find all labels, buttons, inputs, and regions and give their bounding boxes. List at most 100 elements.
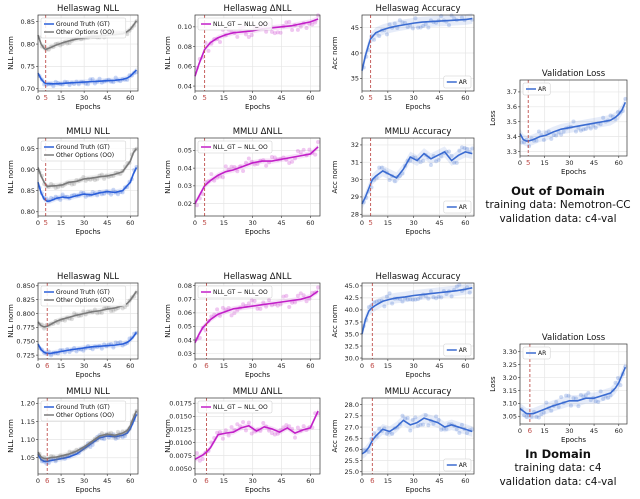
y-tick-label: 35.0	[345, 330, 359, 338]
marker-label: 6	[204, 477, 209, 485]
y-tick-label: 0.0125	[169, 426, 192, 434]
legend-entry: AR	[538, 86, 546, 93]
legend-entry: AR	[459, 462, 467, 469]
y-tick-label: 1.05	[21, 454, 35, 462]
legend-box	[40, 285, 127, 307]
chart-panel: 60 15 30 45 60 1.05 1.10 1.15 1.20 MMLU NLL Epochs…	[7, 387, 139, 494]
marker-label: 6	[370, 362, 375, 370]
marker-label: 6	[370, 477, 375, 485]
y-tick-label: 0.825	[16, 296, 35, 304]
x-axis-label: Epochs	[405, 486, 430, 494]
data-point	[405, 297, 410, 302]
x-axis-label: Epochs	[75, 103, 100, 111]
y-tick-label: 0.02	[178, 200, 192, 208]
chart-panel: 50 15 30 45 60 0.80 0.85 0.90 0.95 MMLU NLL Epochs…	[7, 127, 139, 236]
data-point	[113, 436, 118, 441]
data-point	[264, 29, 269, 34]
data-point	[92, 81, 97, 86]
data-point	[79, 190, 84, 195]
data-point	[287, 19, 292, 24]
data-point	[384, 32, 389, 37]
data-point	[457, 430, 462, 435]
plot-frame	[361, 397, 475, 475]
data-point	[86, 82, 90, 87]
legend-box	[197, 17, 273, 31]
chart-panel: 50 15 30 45 60 28 29 30 31 32 MMLU Accuracy Epochs A…	[331, 127, 475, 236]
data-point	[90, 77, 95, 82]
data-point	[606, 395, 611, 400]
y-tick-label: 0.08	[178, 282, 192, 290]
chart-title: Hellaswag Accuracy	[375, 272, 460, 282]
legend: NLL_GT − NLL_OO	[197, 140, 273, 154]
x-tick-label: 15	[220, 477, 228, 485]
data-point	[284, 293, 289, 298]
data-point	[62, 318, 67, 323]
data-point	[218, 313, 222, 318]
x-tick-label: 15	[220, 362, 228, 370]
legend-box	[443, 343, 472, 357]
data-point	[390, 431, 395, 436]
y-tick-label: 0.03	[178, 350, 192, 358]
data-point	[102, 176, 107, 181]
data-point	[372, 300, 377, 305]
data-point	[387, 177, 392, 182]
data-point	[116, 429, 120, 434]
y-tick-label: 30	[351, 176, 359, 184]
plot-frame	[194, 397, 321, 475]
series-line	[194, 146, 319, 204]
legend: AR	[443, 458, 472, 472]
marker-label: 6	[45, 477, 50, 485]
legend-box	[40, 17, 127, 39]
series-line	[37, 290, 138, 328]
data-point	[290, 300, 295, 305]
data-point	[249, 298, 254, 303]
data-point	[410, 297, 415, 302]
data-point	[69, 182, 74, 187]
x-tick-label: 30	[249, 94, 257, 102]
data-point	[81, 309, 86, 314]
data-point	[444, 291, 449, 296]
y-tick-label: 26.5	[345, 435, 359, 443]
data-point	[229, 425, 234, 430]
data-point	[113, 75, 118, 80]
x-tick-label: 30	[565, 427, 573, 435]
plot-frame	[361, 137, 475, 217]
y-axis-label: NLL norm	[164, 160, 172, 194]
y-tick-label: 0.750	[16, 338, 35, 346]
data-point	[206, 48, 211, 53]
data-point	[278, 30, 283, 35]
data-point	[400, 299, 405, 304]
data-point	[413, 16, 418, 21]
caption-validation-data: validation data: c4-val	[499, 476, 617, 488]
x-tick-label: 15	[57, 477, 65, 485]
data-point	[541, 138, 546, 143]
data-point	[522, 413, 527, 418]
chart-panel: 50 15 30 45 60 0.04 0.06 0.08 0.10 Hellaswag ΔNLL…	[164, 4, 321, 111]
data-point	[125, 32, 130, 37]
plot-frame	[194, 14, 321, 92]
chart-title: Hellaswag ΔNLL	[224, 272, 292, 282]
x-tick-label: 60	[126, 362, 134, 370]
data-point	[72, 182, 77, 187]
data-point	[439, 427, 444, 432]
x-tick-label: 60	[306, 219, 314, 227]
data-point	[366, 450, 371, 455]
legend: NLL_GT − NLL_OO	[197, 285, 273, 299]
data-point	[608, 393, 613, 398]
legend-entry: Other Options (OO)	[56, 297, 114, 304]
y-axis-label: Loss	[489, 376, 497, 392]
legend-entry: AR	[459, 347, 467, 354]
data-point	[278, 302, 283, 307]
data-point	[527, 144, 532, 149]
legend-entry: AR	[459, 204, 467, 211]
series-band	[362, 282, 473, 340]
data-point	[377, 165, 382, 170]
y-tick-label: 1.20	[21, 400, 35, 408]
data-point	[264, 163, 269, 168]
data-point	[295, 27, 300, 32]
data-point	[405, 415, 410, 420]
data-point	[298, 24, 303, 29]
data-point	[298, 291, 303, 296]
data-point	[197, 458, 202, 463]
x-axis-label: Epochs	[405, 103, 430, 111]
